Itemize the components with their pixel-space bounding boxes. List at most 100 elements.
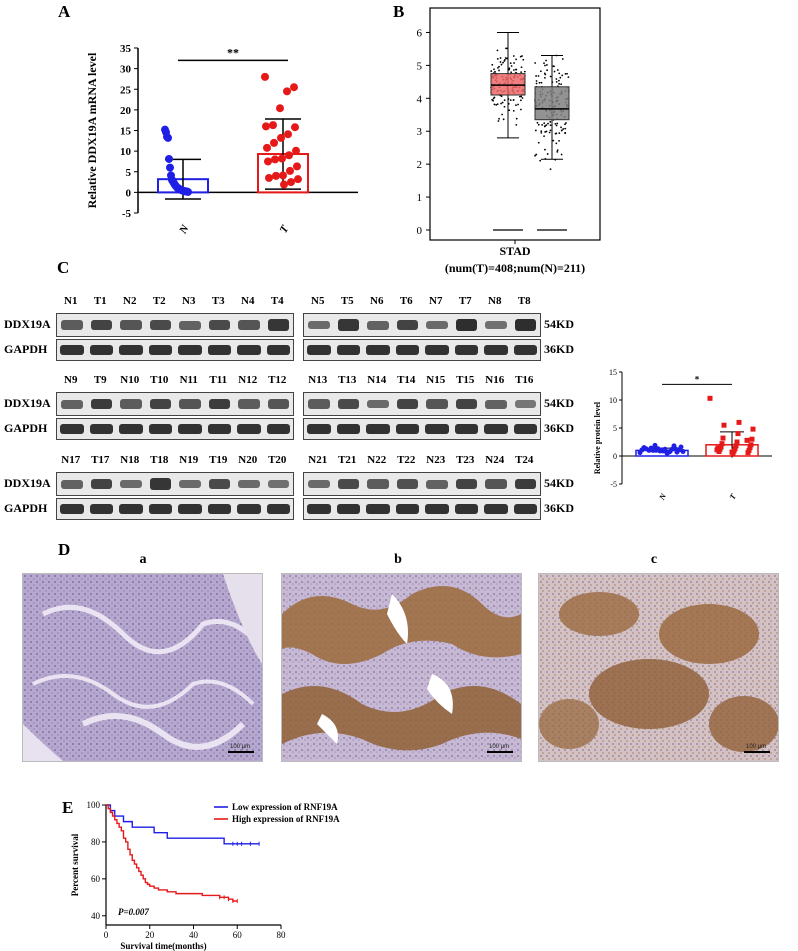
a-xtick-label: N (177, 222, 192, 237)
b-point (545, 59, 547, 62)
b-point (544, 131, 547, 133)
b-point (510, 71, 513, 74)
b-point (565, 122, 567, 124)
b-point (561, 58, 564, 60)
b-point (539, 159, 542, 162)
lane-label: T14 (397, 374, 416, 386)
b-point (496, 103, 499, 105)
e-pvalue: P=0.007 (118, 907, 149, 917)
c-significance: * (695, 374, 700, 384)
b-point (564, 123, 566, 126)
b-point (508, 68, 511, 71)
lane-label: N7 (429, 295, 443, 307)
ddx19a-band (337, 319, 359, 331)
ddx19a-size-label: 54KD (544, 476, 574, 490)
b-point (503, 105, 506, 108)
panel-label-d: D (58, 540, 71, 559)
b-point (543, 135, 545, 138)
ddx19a-band (208, 398, 230, 410)
b-point (499, 57, 502, 59)
a-point-t (286, 166, 294, 175)
lane-label: N18 (120, 454, 140, 466)
a-point-t (272, 171, 280, 180)
a-point-t (271, 155, 279, 164)
b-point (515, 117, 518, 120)
gapdh-band (148, 504, 172, 514)
ihc-image-c: 100 μm (538, 573, 779, 762)
b-point (564, 132, 567, 135)
b-point (554, 122, 557, 125)
b-point (501, 113, 504, 116)
a-point-t (290, 83, 298, 92)
a-point-t (277, 133, 285, 142)
gapdh-band (207, 504, 231, 514)
b-point (546, 64, 548, 66)
a-xtick-label: T (278, 222, 292, 235)
b-ytick-label: 2 (417, 159, 423, 171)
e-curve-0 (106, 804, 260, 845)
b-point (512, 99, 515, 101)
ddx19a-band (179, 479, 201, 489)
a-point-t (291, 123, 299, 132)
b-point (519, 95, 521, 98)
c-xtick-label: N (657, 491, 669, 502)
gapdh-row-label: GAPDH (4, 342, 48, 356)
ddx19a-band (426, 479, 448, 489)
b-point (536, 121, 539, 124)
b-point (537, 141, 540, 144)
ddx19a-band (367, 320, 389, 330)
ddx19a-blot-strip (303, 472, 541, 496)
lane-label: T2 (152, 295, 166, 307)
lane-label: T5 (340, 295, 354, 307)
gapdh-band (178, 345, 202, 355)
b-box-N (534, 86, 570, 121)
a-ytick-label: 5 (126, 167, 132, 179)
b-point (535, 153, 538, 156)
b-point (494, 70, 496, 73)
e-ylabel: Percent survival (70, 833, 80, 896)
c-point-t (735, 431, 741, 437)
c-point-t (729, 449, 735, 455)
lane-label: N20 (238, 454, 258, 466)
ddx19a-row-label: DDX19A (4, 396, 51, 410)
lane-label: N11 (179, 374, 198, 386)
lane-label: T12 (268, 374, 287, 386)
c-ytick-label: 5 (613, 424, 617, 433)
b-point (515, 58, 517, 61)
ddx19a-band (426, 399, 448, 409)
b-point (558, 139, 560, 142)
b-point (541, 124, 544, 126)
a-point-t (283, 87, 291, 96)
ddx19a-blot-strip (56, 392, 294, 416)
b-point (540, 81, 543, 84)
b-point (564, 72, 567, 75)
gapdh-band (60, 504, 84, 514)
c-point-n (652, 442, 658, 448)
ddx19a-band (485, 479, 507, 489)
c-ytick-label: 10 (609, 396, 617, 405)
lane-label: T16 (515, 374, 534, 386)
a-point-t (261, 72, 269, 81)
ddx19a-band (149, 398, 171, 410)
b-point (493, 103, 496, 106)
gapdh-row-label: GAPDH (4, 421, 48, 435)
lane-label: T20 (268, 454, 287, 466)
ddx19a-band (426, 320, 448, 330)
b-point (555, 142, 558, 145)
ddx19a-band (514, 319, 536, 331)
ddx19a-band (149, 319, 171, 331)
b-point (515, 104, 517, 107)
b-point (508, 109, 511, 112)
gapdh-band (307, 345, 331, 355)
gapdh-size-label: 36KD (544, 501, 574, 515)
b-point (503, 99, 506, 102)
lane-label: N21 (308, 454, 328, 466)
a-ytick-label: 10 (120, 146, 132, 158)
a-point-n (184, 187, 192, 196)
lane-label: T18 (150, 454, 169, 466)
b-point (549, 129, 552, 132)
e-ytick-label: 60 (91, 874, 101, 884)
b-point (560, 126, 562, 129)
gapdh-band (89, 424, 113, 434)
a-point-t (287, 178, 295, 187)
